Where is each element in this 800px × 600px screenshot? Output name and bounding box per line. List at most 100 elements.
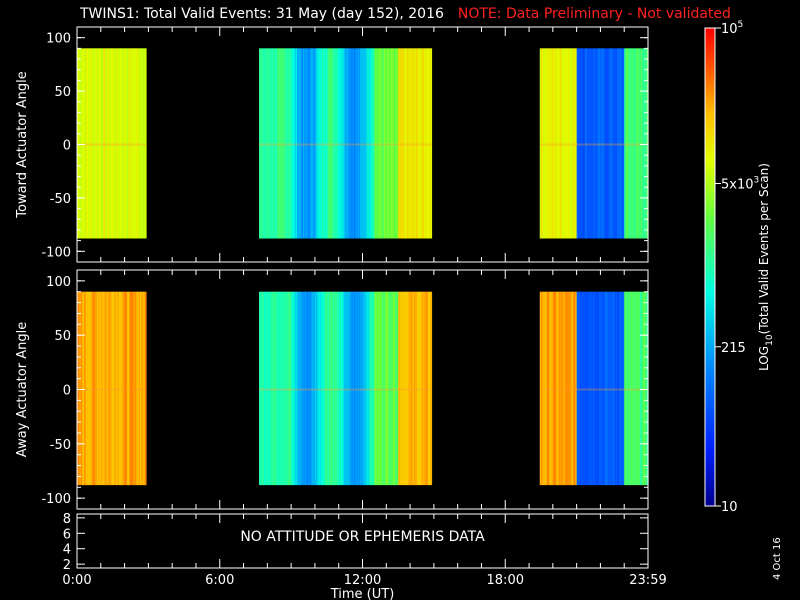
heatmap-cell bbox=[349, 48, 352, 239]
heatmap-cell bbox=[588, 291, 591, 486]
y-tick-label: 4 bbox=[63, 543, 71, 558]
heatmap-cell bbox=[324, 291, 327, 486]
heatmap-cell bbox=[559, 48, 562, 239]
heatmap-cell bbox=[132, 291, 135, 486]
heatmap-cell bbox=[408, 48, 411, 239]
heatmap-cell bbox=[286, 48, 289, 239]
heatmap-cell bbox=[291, 291, 293, 486]
heatmap-cell bbox=[93, 291, 96, 486]
heatmap-cell bbox=[558, 48, 561, 239]
heatmap-cell bbox=[542, 291, 544, 486]
x-tick-label: 6:00 bbox=[205, 573, 234, 588]
heatmap-cell bbox=[640, 291, 643, 486]
heatmap-cell bbox=[326, 48, 329, 239]
heatmap-cell bbox=[577, 48, 580, 239]
heatmap-cell bbox=[642, 291, 644, 486]
heatmap-cell bbox=[385, 48, 387, 239]
heatmap-cell bbox=[326, 291, 329, 486]
heatmap-cell bbox=[372, 291, 374, 486]
heatmap-cell bbox=[341, 48, 343, 239]
heatmap-cell bbox=[328, 48, 330, 239]
heatmap-cell bbox=[267, 48, 270, 239]
heatmap-cell bbox=[121, 48, 123, 239]
heatmap-cell bbox=[581, 48, 584, 239]
heatmap-cell bbox=[274, 48, 277, 239]
heatmap-cell bbox=[408, 291, 411, 486]
heatmap-cell bbox=[84, 48, 86, 239]
heatmap-cell bbox=[586, 48, 588, 239]
heatmap-cell bbox=[279, 291, 282, 486]
heatmap-cell bbox=[628, 48, 631, 239]
heatmap-cell bbox=[587, 291, 590, 486]
heatmap-cell bbox=[401, 291, 404, 486]
heatmap-cell bbox=[607, 291, 610, 486]
heatmap-cell bbox=[118, 48, 121, 239]
heatmap-cell bbox=[81, 48, 84, 239]
heatmap-cell bbox=[282, 48, 285, 239]
heatmap-cell bbox=[319, 48, 322, 239]
heatmap-cell bbox=[611, 48, 613, 239]
heatmap-cell bbox=[563, 48, 566, 239]
heatmap-cell bbox=[424, 291, 427, 486]
heatmap-cell bbox=[543, 291, 546, 486]
heatmap-cell bbox=[546, 291, 549, 486]
heatmap-cell bbox=[339, 48, 342, 239]
heatmap-cell bbox=[374, 291, 377, 486]
heatmap-cell bbox=[393, 48, 396, 239]
heatmap-cell bbox=[423, 291, 425, 486]
heatmap-cell bbox=[575, 291, 578, 486]
heatmap-cell bbox=[295, 48, 298, 239]
heatmap-cell bbox=[318, 291, 321, 486]
heatmap-cell bbox=[562, 48, 565, 239]
heatmap-cell bbox=[333, 291, 336, 486]
heatmap-cell bbox=[374, 48, 377, 239]
heatmap-cell bbox=[141, 291, 144, 486]
heatmap-cell bbox=[329, 48, 331, 239]
heatmap-cell bbox=[288, 48, 291, 239]
heatmap-cell bbox=[561, 48, 563, 239]
heatmap-cell bbox=[355, 48, 358, 239]
heatmap-cell bbox=[388, 291, 391, 486]
heatmap-cell bbox=[557, 48, 560, 239]
heatmap-cell bbox=[598, 291, 600, 486]
heatmap-cell bbox=[608, 291, 611, 486]
heatmap-cell bbox=[406, 48, 409, 239]
heatmap-cell bbox=[122, 48, 124, 239]
heatmap-cell bbox=[609, 48, 612, 239]
heatmap-cell bbox=[307, 48, 310, 239]
heatmap-cell bbox=[393, 291, 396, 486]
heatmap-cell bbox=[77, 291, 79, 486]
heatmap-cell bbox=[351, 48, 354, 239]
heatmap-cell bbox=[117, 48, 120, 239]
heatmap-cell bbox=[104, 48, 107, 239]
heatmap-cell bbox=[268, 48, 271, 239]
colorbar bbox=[704, 27, 716, 507]
heatmap-cell bbox=[297, 48, 299, 239]
heatmap-cell bbox=[344, 291, 347, 486]
heatmap-cell bbox=[568, 48, 571, 239]
heatmap-cell bbox=[640, 48, 643, 239]
heatmap-cell bbox=[106, 48, 109, 239]
heatmap-cell bbox=[328, 291, 330, 486]
heatmap-cell bbox=[262, 291, 265, 486]
heatmap-cell bbox=[363, 48, 366, 239]
heatmap-cell bbox=[281, 48, 284, 239]
heatmap-cell bbox=[563, 291, 566, 486]
heatmap-cell bbox=[387, 48, 390, 239]
heatmap-cell bbox=[407, 48, 410, 239]
heatmap-cell bbox=[567, 291, 569, 486]
heatmap-cell bbox=[306, 48, 309, 239]
heatmap-cell bbox=[391, 291, 393, 486]
heatmap-cell bbox=[419, 48, 422, 239]
heatmap-cell bbox=[124, 291, 127, 486]
heatmap-cell bbox=[308, 48, 311, 239]
heatmap-cell bbox=[339, 291, 342, 486]
heatmap-cell bbox=[279, 48, 282, 239]
heatmap-cell bbox=[142, 48, 145, 239]
heatmap-cell bbox=[105, 48, 108, 239]
heatmap-cell bbox=[573, 48, 575, 239]
heatmap-cell bbox=[81, 291, 84, 486]
chart-title: TWINS1: Total Valid Events: 31 May (day … bbox=[80, 6, 731, 22]
heatmap-cell bbox=[362, 48, 365, 239]
heatmap-cell bbox=[593, 48, 596, 239]
